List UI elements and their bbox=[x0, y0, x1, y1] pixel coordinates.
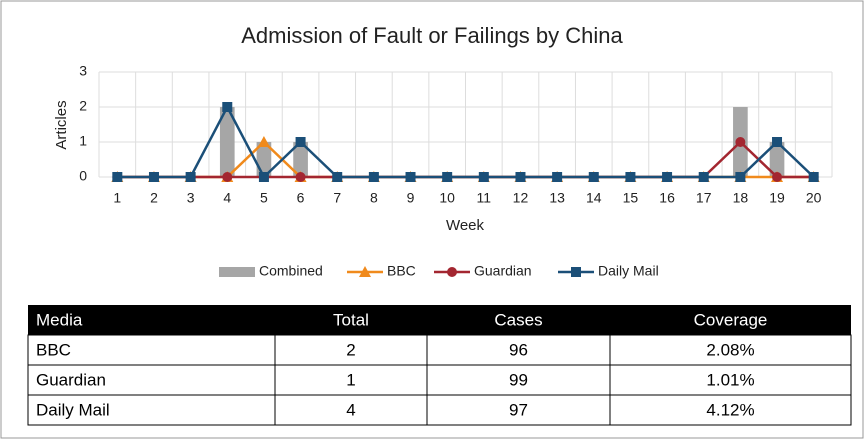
bar bbox=[769, 142, 785, 177]
table-cell: Cases bbox=[494, 310, 542, 329]
x-tick-label: 5 bbox=[260, 190, 268, 206]
marker bbox=[222, 172, 233, 182]
table-cell: Guardian bbox=[36, 370, 106, 389]
marker bbox=[772, 172, 783, 182]
x-tick-label: 12 bbox=[513, 190, 529, 206]
table-header-bg bbox=[28, 305, 851, 335]
marker bbox=[515, 172, 526, 182]
x-tick-label: 6 bbox=[297, 190, 305, 206]
marker bbox=[332, 172, 343, 182]
x-tick-label: 4 bbox=[223, 190, 231, 206]
table-cell: 4 bbox=[346, 400, 355, 419]
table-cell: 99 bbox=[509, 370, 528, 389]
marker bbox=[185, 172, 196, 182]
marker bbox=[735, 137, 746, 147]
x-tick-label: 9 bbox=[407, 190, 415, 206]
x-tick-label: 18 bbox=[733, 190, 749, 206]
marker bbox=[295, 137, 306, 147]
table-cell: 1 bbox=[346, 370, 355, 389]
marker bbox=[552, 172, 563, 182]
legend-swatch bbox=[219, 267, 255, 277]
x-tick-label: 16 bbox=[659, 190, 675, 206]
x-tick-label: 11 bbox=[477, 190, 492, 206]
x-tick-label: 14 bbox=[586, 190, 602, 206]
x-tick-label: 19 bbox=[769, 190, 785, 206]
x-tick-label: 8 bbox=[370, 190, 378, 206]
legend-label: Guardian bbox=[474, 263, 532, 279]
table-cell: 4.12% bbox=[706, 400, 754, 419]
marker bbox=[442, 172, 453, 182]
marker bbox=[257, 136, 270, 147]
x-tick-label: 1 bbox=[113, 190, 121, 206]
marker bbox=[698, 172, 709, 182]
marker bbox=[625, 172, 636, 182]
table-row bbox=[27, 334, 852, 366]
series-line bbox=[117, 104, 815, 180]
marker bbox=[478, 172, 489, 182]
x-tick-label: 10 bbox=[439, 190, 455, 206]
marker bbox=[662, 172, 673, 182]
y-axis-label: Articles bbox=[53, 100, 70, 149]
marker bbox=[112, 172, 123, 182]
x-tick-label: 13 bbox=[549, 190, 565, 206]
legend-label: Combined bbox=[259, 263, 323, 279]
y-tick-label: 1 bbox=[79, 133, 87, 149]
y-tick-label: 0 bbox=[79, 168, 87, 184]
x-axis-label: Week bbox=[446, 217, 485, 234]
table-cell: 97 bbox=[509, 400, 528, 419]
marker bbox=[222, 102, 233, 112]
table-cell: Coverage bbox=[694, 310, 768, 329]
marker bbox=[148, 172, 159, 182]
marker bbox=[808, 172, 819, 182]
x-tick-label: 2 bbox=[150, 190, 158, 206]
y-tick-label: 3 bbox=[79, 63, 87, 79]
table-cell: Total bbox=[333, 310, 369, 329]
table-row bbox=[27, 364, 852, 396]
marker bbox=[735, 172, 746, 182]
table-cell: 2.08% bbox=[706, 340, 754, 359]
marker bbox=[359, 266, 371, 277]
chart-title: Admission of Fault or Failings by China bbox=[241, 23, 623, 48]
table-cell: BBC bbox=[36, 340, 71, 359]
table-cell: 2 bbox=[346, 340, 355, 359]
marker bbox=[295, 172, 306, 182]
table-cell: 1.01% bbox=[706, 370, 754, 389]
x-tick-label: 17 bbox=[696, 190, 712, 206]
bar bbox=[293, 142, 308, 177]
legend-label: Daily Mail bbox=[598, 263, 659, 279]
table-cell: Daily Mail bbox=[36, 400, 110, 419]
table-cell: 96 bbox=[509, 340, 528, 359]
x-tick-label: 20 bbox=[806, 190, 822, 206]
marker bbox=[258, 172, 269, 182]
marker bbox=[571, 267, 581, 277]
marker bbox=[588, 172, 599, 182]
legend-label: BBC bbox=[387, 263, 416, 279]
table-cell: Media bbox=[36, 310, 83, 329]
x-tick-label: 15 bbox=[623, 190, 639, 206]
marker bbox=[405, 172, 416, 182]
y-tick-label: 2 bbox=[79, 98, 87, 114]
x-tick-label: 7 bbox=[333, 190, 341, 206]
table-row bbox=[27, 394, 852, 426]
marker bbox=[447, 267, 457, 277]
x-tick-label: 3 bbox=[187, 190, 195, 206]
marker bbox=[772, 137, 783, 147]
marker bbox=[368, 172, 379, 182]
bar bbox=[219, 107, 235, 177]
